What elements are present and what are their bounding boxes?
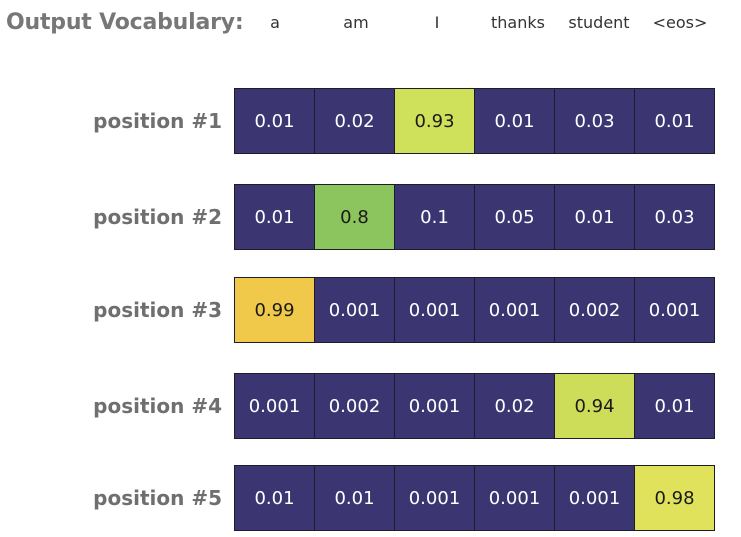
position-label: position #1 xyxy=(93,109,222,133)
probability-cell: 0.03 xyxy=(554,88,635,154)
probability-cell: 0.02 xyxy=(314,88,395,154)
probability-cell: 0.001 xyxy=(394,373,475,439)
probability-cell-highlight: 0.98 xyxy=(634,465,715,531)
vocab-word-student: student xyxy=(568,13,630,32)
probability-cell: 0.001 xyxy=(314,277,395,343)
vocab-word-am: am xyxy=(343,13,369,32)
probability-cells: 0.01 0.8 0.1 0.05 0.01 0.03 xyxy=(234,184,720,250)
probability-cell: 0.001 xyxy=(234,373,315,439)
probability-cell: 0.002 xyxy=(554,277,635,343)
vocab-word-a: a xyxy=(270,13,280,32)
probability-cell-highlight: 0.99 xyxy=(234,277,315,343)
probability-cell: 0.002 xyxy=(314,373,395,439)
probability-cell: 0.01 xyxy=(314,465,395,531)
probability-cell: 0.01 xyxy=(234,88,315,154)
probability-cell-highlight: 0.93 xyxy=(394,88,475,154)
probability-cell: 0.001 xyxy=(634,277,715,343)
probability-cells: 0.01 0.01 0.001 0.001 0.001 0.98 xyxy=(234,465,720,531)
position-row-2: position #2 0.01 0.8 0.1 0.05 0.01 0.03 xyxy=(0,184,741,250)
probability-cell: 0.01 xyxy=(234,184,315,250)
probability-cell: 0.01 xyxy=(474,88,555,154)
probability-cell: 0.01 xyxy=(234,465,315,531)
position-label: position #2 xyxy=(93,205,222,229)
probability-cell: 0.01 xyxy=(634,88,715,154)
vocabulary-header: Output Vocabulary: a am I thanks student… xyxy=(0,0,741,50)
probability-cell: 0.001 xyxy=(474,465,555,531)
probability-cell: 0.001 xyxy=(474,277,555,343)
probability-cell: 0.1 xyxy=(394,184,475,250)
probability-cell: 0.001 xyxy=(554,465,635,531)
probability-cell: 0.05 xyxy=(474,184,555,250)
probability-cells: 0.99 0.001 0.001 0.001 0.002 0.001 xyxy=(234,277,720,343)
probability-cells: 0.01 0.02 0.93 0.01 0.03 0.01 xyxy=(234,88,720,154)
position-label: position #3 xyxy=(93,298,222,322)
vocab-word-thanks: thanks xyxy=(491,13,545,32)
position-row-1: position #1 0.01 0.02 0.93 0.01 0.03 0.0… xyxy=(0,88,741,154)
position-label: position #4 xyxy=(93,394,222,418)
probability-cell: 0.001 xyxy=(394,465,475,531)
position-row-4: position #4 0.001 0.002 0.001 0.02 0.94 … xyxy=(0,373,741,439)
vocab-word-i: I xyxy=(434,13,440,32)
probability-cell: 0.001 xyxy=(394,277,475,343)
vocabulary-title: Output Vocabulary: xyxy=(6,10,244,35)
probability-cell: 0.02 xyxy=(474,373,555,439)
probability-cell-highlight: 0.8 xyxy=(314,184,395,250)
vocab-word-eos: <eos> xyxy=(652,13,708,32)
probability-cell: 0.03 xyxy=(634,184,715,250)
position-row-3: position #3 0.99 0.001 0.001 0.001 0.002… xyxy=(0,277,741,343)
position-label: position #5 xyxy=(93,486,222,510)
probability-cell: 0.01 xyxy=(634,373,715,439)
probability-cells: 0.001 0.002 0.001 0.02 0.94 0.01 xyxy=(234,373,720,439)
position-row-5: position #5 0.01 0.01 0.001 0.001 0.001 … xyxy=(0,465,741,531)
probability-cell: 0.01 xyxy=(554,184,635,250)
probability-cell-highlight: 0.94 xyxy=(554,373,635,439)
